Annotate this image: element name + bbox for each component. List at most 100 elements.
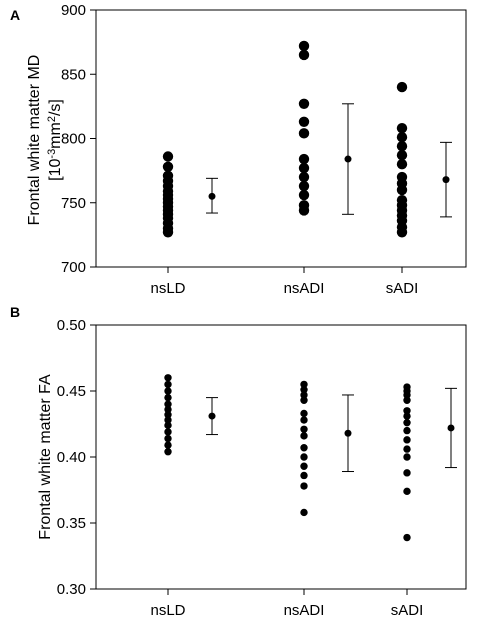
data-point-sADI [403,407,411,415]
data-point-nsADI [300,425,308,433]
data-point-sADI [403,418,411,427]
data-point-nsLD [164,448,172,456]
data-points-b [164,374,411,542]
category-label-nsADI: nsADI [284,280,325,297]
y-tick-label-b: 0.30 [57,581,86,598]
data-point-nsADI [298,128,310,139]
data-point-nsLD [164,416,172,424]
data-point-nsADI [298,162,310,174]
category-label-sADI: sADI [391,602,424,619]
category-label-nsADI: nsADI [284,602,325,619]
panel-letter-b: B [10,304,20,320]
data-point-nsLD [164,400,172,408]
y-tick-label-a: 700 [61,259,86,276]
mean-point-nsADI [344,429,352,437]
data-point-nsADI [300,380,308,389]
data-point-sADI [403,469,411,477]
summary-markers-b [206,387,457,473]
y-tick-label-b: 0.45 [57,383,86,400]
data-point-nsADI [298,98,310,110]
data-point-nsLD [164,374,172,382]
data-point-nsADI [300,444,308,452]
y-axis-title-a-line2: [10-3mm2/s] [46,99,64,181]
data-point-nsLD [164,411,172,419]
data-point-nsADI [300,385,308,394]
category-label-sADI: sADI [386,280,419,297]
y-axis-b: 0.30 0.35 0.40 0.45 0.50 [57,317,96,598]
data-point-nsADI [300,471,308,480]
data-point-nsADI [298,205,310,216]
data-point-nsADI [298,189,310,201]
x-axis-b: nsLD nsADI sADI [150,589,423,619]
data-point-sADI [396,150,408,161]
y-tick-label-a: 750 [61,195,86,212]
data-point-nsLD [162,151,174,162]
data-point-nsADI [300,462,308,470]
data-point-sADI [403,412,411,420]
data-point-sADI [396,123,408,134]
y-axis-a: 700 750 800 850 900 [61,2,96,276]
mean-point-nsADI [344,155,352,163]
data-point-sADI [396,227,408,238]
data-point-nsADI [300,416,308,424]
y-tick-label-b: 0.40 [57,449,86,466]
data-point-nsADI [300,453,308,461]
data-point-sADI [396,184,408,196]
ylabel-a-sup2: 2 [46,116,58,122]
data-point-nsLD [164,405,172,414]
data-point-sADI [403,396,411,404]
mean-point-sADI [447,424,455,432]
data-point-nsADI [300,391,308,399]
data-point-nsADI [298,180,310,192]
data-point-nsLD [162,227,174,238]
data-point-sADI [396,132,408,143]
data-point-sADI [403,453,411,461]
data-point-nsLD [164,428,172,436]
data-point-nsADI [298,171,310,183]
mean-point-nsLD [208,192,216,200]
category-label-nsLD: nsLD [150,280,185,297]
data-point-nsLD [164,434,172,443]
ylabel-a-sup1: -3 [46,149,58,159]
data-point-sADI [396,159,408,170]
data-point-nsLD [164,421,172,430]
data-point-sADI [403,426,411,435]
data-point-nsADI [300,409,308,418]
data-point-nsADI [300,432,308,440]
data-point-nsLD [164,393,172,402]
data-point-nsADI [300,508,308,517]
data-point-nsLD [162,161,174,172]
ylabel-a-mid: mm [47,122,64,149]
data-point-nsADI [300,396,308,404]
y-tick-label-b: 0.50 [57,317,86,334]
data-point-sADI [396,141,408,152]
data-point-nsLD [164,387,172,395]
ylabel-a-suffix: /s] [47,99,64,116]
data-point-sADI [403,487,411,496]
data-point-sADI [403,533,411,542]
mean-point-nsLD [208,412,216,420]
data-point-sADI [403,445,411,453]
panel-b: B 0.30 0.35 0.40 0.45 0.50 nsLD nsADI sADI Fro… [10,304,467,619]
data-point-nsLD [164,380,172,389]
y-tick-label-b: 0.35 [57,515,86,532]
y-axis-title-a-line1: Frontal white matter MD [26,55,43,226]
category-label-nsLD: nsLD [150,602,185,619]
plot-frame-a [95,9,467,268]
y-tick-label-a: 850 [61,66,86,83]
data-point-nsLD [164,441,172,449]
data-point-nsADI [298,40,310,52]
data-point-nsADI [298,153,310,165]
y-tick-label-a: 900 [61,2,86,19]
data-point-nsADI [298,116,310,127]
data-point-nsADI [298,49,310,61]
panel-a: A 700 750 800 850 900 nsLD nsADI sADI Frontal … [10,2,467,297]
data-points-a [162,40,408,238]
panel-letter-a: A [10,7,20,23]
data-point-nsADI [300,482,308,490]
mean-point-sADI [442,176,450,184]
data-point-sADI [403,436,411,444]
y-tick-label-a: 800 [61,131,86,148]
y-axis-title-b: Frontal white matter FA [37,374,54,540]
